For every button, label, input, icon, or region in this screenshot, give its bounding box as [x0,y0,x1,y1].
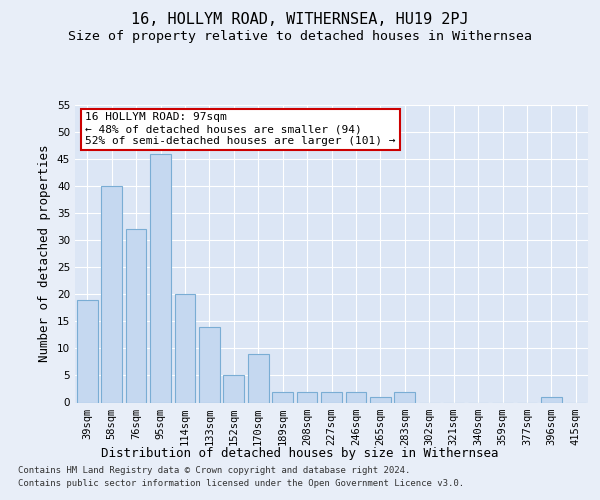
Text: Contains HM Land Registry data © Crown copyright and database right 2024.: Contains HM Land Registry data © Crown c… [18,466,410,475]
Bar [248,354,269,403]
Bar [321,392,342,402]
Bar [223,376,244,402]
Bar [175,294,196,403]
Bar [150,154,171,402]
Bar [296,392,317,402]
Text: Contains public sector information licensed under the Open Government Licence v3: Contains public sector information licen… [18,478,464,488]
Text: Size of property relative to detached houses in Withernsea: Size of property relative to detached ho… [68,30,532,43]
Bar [272,392,293,402]
Text: 16, HOLLYM ROAD, WITHERNSEA, HU19 2PJ: 16, HOLLYM ROAD, WITHERNSEA, HU19 2PJ [131,12,469,28]
Bar [394,392,415,402]
Bar [199,327,220,402]
Y-axis label: Number of detached properties: Number of detached properties [38,145,52,362]
Bar [101,186,122,402]
Bar [77,300,98,403]
Bar [346,392,367,402]
Bar [541,397,562,402]
Text: Distribution of detached houses by size in Withernsea: Distribution of detached houses by size … [101,448,499,460]
Text: 16 HOLLYM ROAD: 97sqm
← 48% of detached houses are smaller (94)
52% of semi-deta: 16 HOLLYM ROAD: 97sqm ← 48% of detached … [85,112,396,146]
Bar [370,397,391,402]
Bar [125,230,146,402]
